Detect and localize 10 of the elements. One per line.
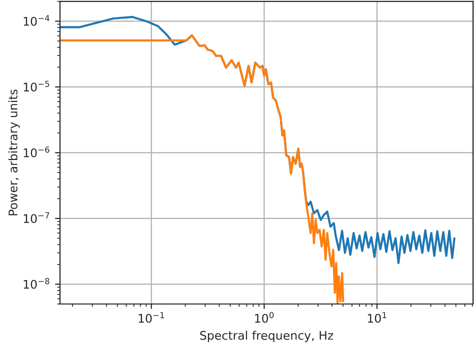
x-axis-title: Spectral frequency, Hz [200,330,334,342]
y-tick-label: 10$^{−5}$ [24,80,50,92]
y-tick-label: 10$^{−4}$ [24,15,50,26]
y-tick-label: 10$^{−6}$ [24,146,50,158]
x-tick-label: 10$^{1}$ [368,312,386,323]
y-axis-title: Power, arbitrary units [8,90,20,216]
x-tick-label: 10$^{−1}$ [138,312,164,323]
y-tick-label: 10$^{−7}$ [24,212,50,224]
x-tick-label: 10$^{0}$ [255,312,274,323]
y-tick-label: 10$^{−8}$ [24,278,50,289]
